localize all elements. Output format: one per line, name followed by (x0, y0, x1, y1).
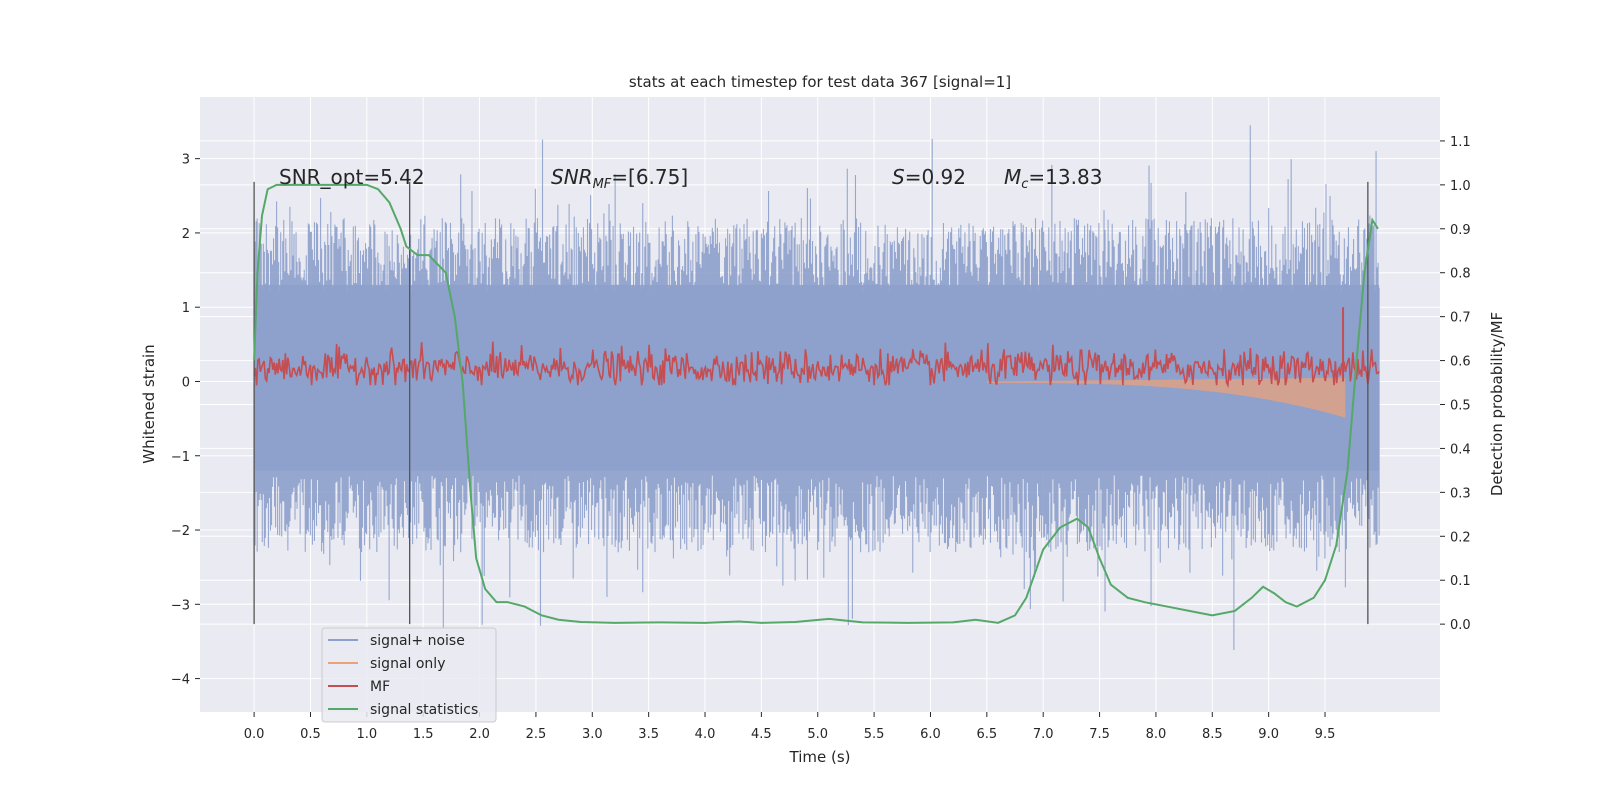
y-tick-label: 2 (182, 227, 190, 242)
x-tick-label: 9.5 (1315, 727, 1336, 742)
y2-tick-label: 1.0 (1450, 179, 1471, 194)
y-tick-label: −4 (171, 673, 190, 688)
x-tick-label: 3.0 (582, 727, 603, 742)
y2-tick-label: 0.7 (1450, 311, 1471, 326)
legend-label-mf: MF (370, 679, 390, 695)
annotation-snr-mf-base: SNR (551, 165, 593, 189)
x-tick-label: 7.5 (1089, 727, 1110, 742)
signal-only-trace (986, 377, 1346, 441)
y2-tick-label: 0.8 (1450, 267, 1471, 282)
y2-axis-ticks: 1.1 1.0 0.9 0.8 0.7 0.6 0.5 0.4 0.3 0.2 0.1 0.0 (1440, 135, 1471, 633)
series-signal-only (986, 377, 1346, 441)
y-tick-label: −2 (171, 524, 190, 539)
y-tick-label: 1 (182, 301, 190, 316)
annotation-mc-base: M (1004, 165, 1021, 189)
legend-label-signal-plus-noise: signal+ noise (370, 633, 465, 649)
legend-label-signal-statistics: signal statistics (370, 702, 478, 718)
y2-tick-label: 0.4 (1450, 442, 1471, 457)
x-tick-label: 9.0 (1258, 727, 1279, 742)
annotation-snr-mf: SNRMF=[6.75] (551, 165, 688, 192)
legend: signal+ noise signal only MF signal stat… (321, 627, 497, 723)
y-tick-label: 3 (182, 153, 190, 168)
x-tick-label: 3.5 (638, 727, 659, 742)
y2-tick-label: 0.2 (1450, 530, 1471, 545)
x-tick-label: 2.5 (526, 727, 547, 742)
y-tick-label: 0 (182, 375, 190, 390)
x-tick-label: 1.0 (356, 727, 377, 742)
x-tick-label: 4.5 (751, 727, 772, 742)
x-tick-label: 8.5 (1202, 727, 1223, 742)
x-tick-label: 0.0 (244, 727, 265, 742)
annotation-s: S=0.92 (892, 165, 966, 189)
x-axis-label: Time (s) (789, 748, 851, 766)
annotation-mc-rest: =13.83 (1028, 165, 1102, 189)
chart-title: stats at each timestep for test data 367… (629, 73, 1011, 91)
x-tick-label: 0.5 (300, 727, 321, 742)
signal-plus-noise-band (254, 284, 1380, 471)
annotation-s-rest: =0.92 (905, 165, 966, 189)
y2-tick-label: 0.5 (1450, 399, 1471, 414)
y-tick-label: −1 (171, 450, 190, 465)
series-mf (253, 307, 1380, 389)
legend-label-signal-only: signal only (370, 656, 445, 672)
y2-axis-label: Detection probability/MF (1488, 312, 1506, 496)
y2-tick-label: 0.3 (1450, 486, 1471, 501)
y2-tick-label: 0.6 (1450, 355, 1471, 370)
y2-tick-label: 1.1 (1450, 135, 1471, 150)
x-tick-label: 1.5 (413, 727, 434, 742)
x-tick-label: 6.0 (920, 727, 941, 742)
annotation-s-base: S (892, 165, 905, 189)
annotation-snr-mf-sub: MF (593, 177, 612, 192)
x-tick-label: 2.0 (469, 727, 490, 742)
y-tick-label: −3 (171, 598, 190, 613)
y2-tick-label: 0.1 (1450, 574, 1471, 589)
mf-trace (253, 341, 1380, 389)
annotation-snr-opt: SNR_opt=5.42 (279, 165, 425, 189)
x-tick-label: 6.5 (976, 727, 997, 742)
x-tick-label: 4.0 (695, 727, 716, 742)
x-tick-label: 7.0 (1033, 727, 1054, 742)
series-signal-statistics (253, 183, 1379, 624)
x-axis-ticks: 0.0 0.5 1.0 1.5 2.0 2.5 3.0 3.5 4.0 4.5 5.0 5.5 6.0 6… (244, 712, 1336, 742)
y2-tick-label: 0.0 (1450, 618, 1471, 633)
annotation-snr-mf-rest: =[6.75] (611, 165, 688, 189)
legend-box (321, 627, 497, 723)
annotation-mc: Mc=13.83 (1004, 165, 1102, 192)
x-tick-label: 5.5 (864, 727, 885, 742)
signal-statistics-trace (253, 183, 1379, 624)
x-tick-label: 8.0 (1146, 727, 1167, 742)
annotation-mc-sub: c (1021, 177, 1028, 192)
y2-tick-label: 0.9 (1450, 223, 1471, 238)
y-axis-ticks: 3 2 1 0 −1 −2 −3 −4 (171, 153, 200, 688)
y-axis-label: Whitened strain (140, 344, 158, 463)
x-tick-label: 5.0 (807, 727, 828, 742)
